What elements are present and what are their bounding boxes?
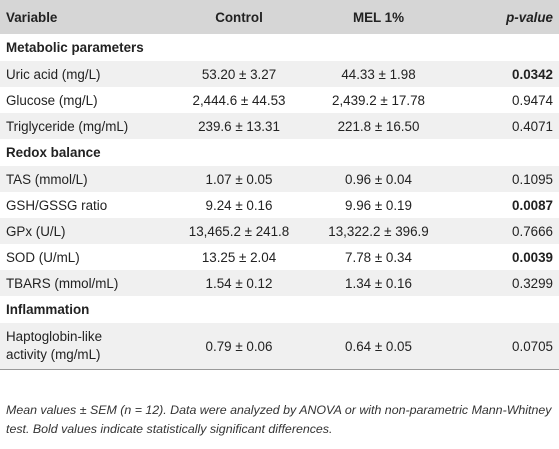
section-title: Inflammation [6,302,90,317]
row-mel: 13,322.2 ± 396.9 [328,223,429,239]
table-row: GPx (U/L) 13,465.2 ± 241.8 13,322.2 ± 39… [0,218,559,244]
row-variable: GSH/GSSG ratio [6,197,108,213]
row-variable: GPx (U/L) [6,223,66,239]
section-row-inflammation: Inflammation [0,296,559,323]
table-row: Haptoglobin-like activity (mg/mL) 0.79 ± … [0,323,559,370]
section-row-metabolic: Metabolic parameters [0,34,559,61]
row-mel: 1.34 ± 0.16 [345,275,412,291]
header-control: Control [215,9,263,25]
row-control: 1.54 ± 0.12 [205,275,273,291]
row-pvalue: 0.1095 [512,171,553,187]
row-mel: 2,439.2 ± 17.78 [332,92,425,108]
table-header: Variable Control MEL 1% p-value [0,0,559,34]
row-control: 2,444.6 ± 44.53 [192,92,286,108]
table-row: TAS (mmol/L) 1.07 ± 0.05 0.96 ± 0.04 0.1… [0,166,559,192]
row-variable: Haptoglobin-like activity (mg/mL) [0,323,173,370]
row-pvalue: 0.4071 [512,118,553,134]
table-row: Triglyceride (mg/mL) 239.6 ± 13.31 221.8… [0,113,559,139]
row-variable: Uric acid (mg/L) [6,66,101,82]
row-control: 13,465.2 ± 241.8 [188,223,290,239]
row-control: 239.6 ± 13.31 [198,118,280,134]
row-mel: 221.8 ± 16.50 [337,118,420,134]
row-pvalue: 0.0087 [512,197,553,213]
table-row: TBARS (mmol/mL) 1.54 ± 0.12 1.34 ± 0.16 … [0,270,559,296]
header-row: Variable Control MEL 1% p-value [0,0,559,34]
row-control: 53.20 ± 3.27 [201,66,277,82]
row-variable: Triglyceride (mg/mL) [6,118,129,134]
row-variable: TBARS (mmol/mL) [6,275,119,291]
row-mel: 9.96 ± 0.19 [345,197,412,213]
row-control: 1.07 ± 0.05 [205,171,273,187]
section-title: Redox balance [6,145,101,160]
row-mel: 0.64 ± 0.05 [305,323,452,370]
row-pvalue: 0.7666 [512,223,553,239]
section-title: Metabolic parameters [6,40,144,55]
table-row: SOD (U/mL) 13.25 ± 2.04 7.78 ± 0.34 0.00… [0,244,559,270]
header-mel: MEL 1% [352,9,405,25]
table-row: Uric acid (mg/L) 53.20 ± 3.27 44.33 ± 1.… [0,61,559,87]
row-control: 9.24 ± 0.16 [205,197,273,213]
header-variable: Variable [6,9,58,25]
table-row: GSH/GSSG ratio 9.24 ± 0.16 9.96 ± 0.19 0… [0,192,559,218]
table-footnote: Mean values ± SEM (n = 12). Data were an… [6,403,552,436]
table-body: Metabolic parameters Uric acid (mg/L) 53… [0,34,559,370]
row-variable: Glucose (mg/L) [6,92,98,108]
row-variable-line2: activity (mg/mL) [6,347,101,362]
row-control: 13.25 ± 2.04 [201,249,277,265]
row-variable: TAS (mmol/L) [6,171,88,187]
row-control: 0.79 ± 0.06 [173,323,305,370]
row-pvalue: 0.0039 [512,249,553,265]
data-table: Variable Control MEL 1% p-value Metaboli… [0,0,559,370]
header-pvalue: p-value [506,9,553,25]
row-mel: 0.96 ± 0.04 [345,171,412,187]
row-mel: 44.33 ± 1.98 [341,66,416,82]
row-pvalue: 0.9474 [512,92,553,108]
row-pvalue: 0.0705 [452,323,559,370]
row-variable: SOD (U/mL) [6,249,80,265]
row-mel: 7.78 ± 0.34 [345,249,412,265]
row-pvalue: 0.0342 [512,66,553,82]
row-pvalue: 0.3299 [512,275,553,291]
table-row: Glucose (mg/L) 2,444.6 ± 44.53 2,439.2 ±… [0,87,559,113]
row-variable-line1: Haptoglobin-like [6,329,103,344]
section-row-redox: Redox balance [0,139,559,166]
